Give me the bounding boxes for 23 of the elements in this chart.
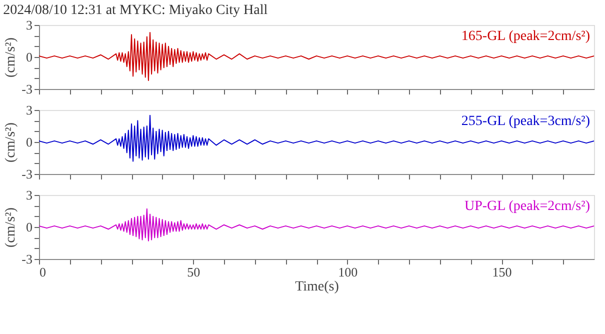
y-tick-label: -3 xyxy=(22,82,32,96)
line-series xyxy=(39,114,594,162)
line-series xyxy=(39,32,594,81)
x-tick-label: 150 xyxy=(492,264,512,280)
y-axis-title: (cm/s²) xyxy=(4,37,19,78)
x-tick-label: 100 xyxy=(338,264,358,280)
y-tick-label: 0 xyxy=(26,134,32,150)
x-axis-title: Time(s) xyxy=(295,280,340,294)
y-tick-label: 0 xyxy=(26,220,32,234)
series-label: UP-GL (peak=2cm/s²) xyxy=(464,199,590,214)
y-tick-label: 3 xyxy=(26,188,32,202)
y-tick-label: 3 xyxy=(26,18,32,32)
y-tick-label: 3 xyxy=(26,102,32,118)
chart-title: 2024/08/10 12:31 at MYKC: Miyako City Hall xyxy=(3,3,268,18)
series-label: 165-GL (peak=2cm/s²) xyxy=(461,29,590,44)
y-tick-label: -3 xyxy=(22,166,32,182)
x-tick-label: 0 xyxy=(40,264,46,280)
series-label: 255-GL (peak=3cm/s²) xyxy=(461,114,590,129)
y-axis-title: (cm/s²) xyxy=(4,122,19,162)
y-tick-label: 0 xyxy=(26,50,32,64)
y-axis-title: (cm/s²) xyxy=(4,207,19,248)
x-tick-label: 50 xyxy=(187,264,200,280)
y-tick-label: -3 xyxy=(22,252,32,266)
